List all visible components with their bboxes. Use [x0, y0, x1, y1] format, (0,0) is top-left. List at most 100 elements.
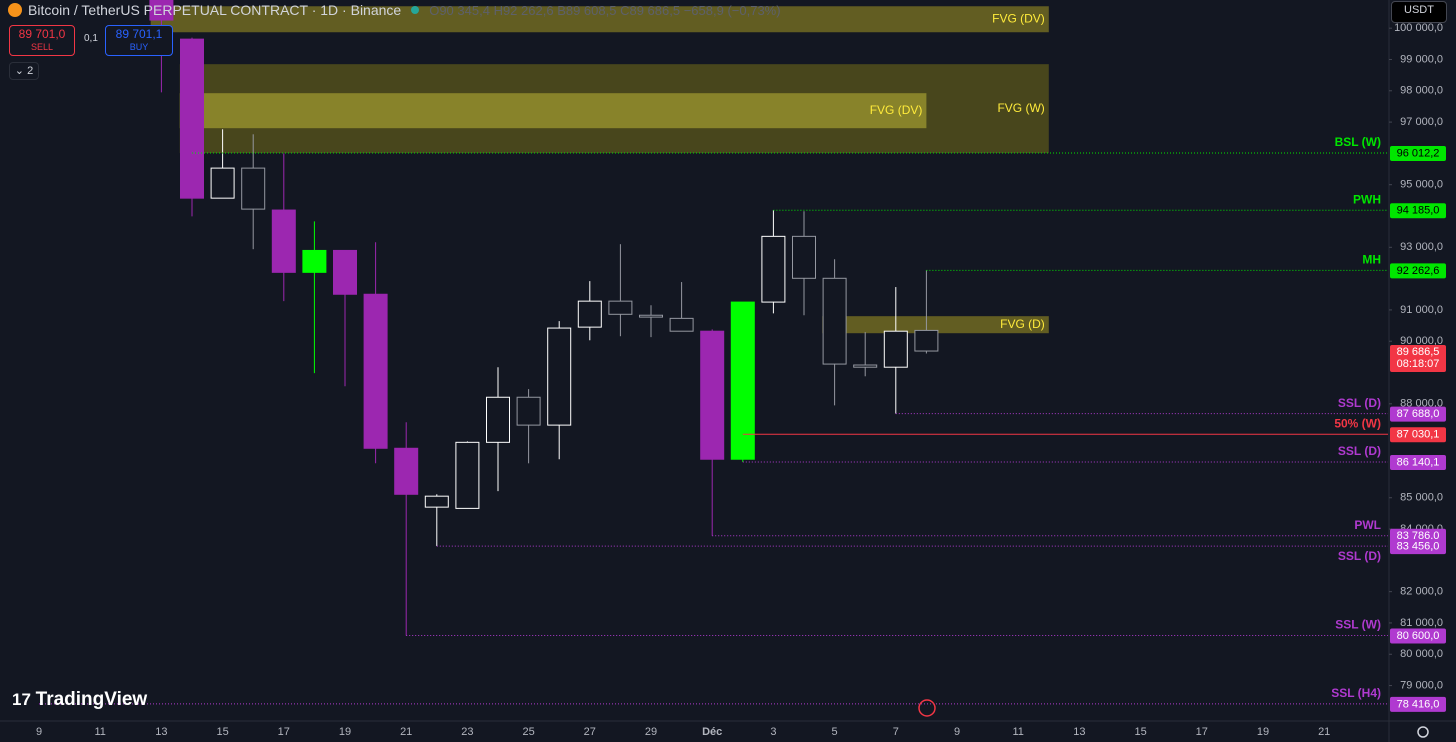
x-tick-label: 3	[770, 726, 776, 738]
y-tick-label: 97 000,0	[1400, 116, 1443, 128]
price-box-label: 87 688,0	[1397, 408, 1440, 420]
x-tick-label: 23	[461, 726, 473, 738]
level-label: MH	[1362, 253, 1381, 267]
fvg-label: FVG (D)	[1000, 317, 1045, 331]
indicator-toggle[interactable]: ⌄ 2	[9, 62, 39, 80]
y-tick-label: 85 000,0	[1400, 492, 1443, 504]
fvg-label: FVG (DV)	[870, 103, 923, 117]
candle-body	[853, 364, 878, 368]
price-box	[1390, 455, 1446, 471]
candle-body	[394, 447, 419, 495]
y-tick-label: 80 000,0	[1400, 648, 1443, 660]
candle-body	[241, 167, 266, 210]
price-box-label: 96 012,2	[1397, 147, 1440, 159]
x-tick-label: 11	[94, 726, 105, 738]
last-price-box	[1390, 345, 1446, 373]
price-box-label: 80 600,0	[1397, 630, 1440, 642]
candle-body	[424, 495, 449, 508]
ohlc-key: B	[557, 2, 566, 18]
ohlc-value: 92 262,6	[502, 2, 554, 18]
candle-body	[333, 249, 357, 295]
x-tick-label: 17	[1196, 726, 1208, 738]
y-tick-label: 98 000,0	[1400, 85, 1443, 97]
price-box-label: 92 262,6	[1397, 265, 1440, 277]
ohlc-value: 89 608,5	[565, 2, 617, 18]
candle-body	[180, 38, 204, 199]
candle-body	[516, 396, 541, 426]
x-tick-label: 7	[893, 726, 899, 738]
currency-button[interactable]: USDT	[1391, 1, 1447, 23]
x-tick-label: 15	[1134, 726, 1146, 738]
level-label: SSL (H4)	[1331, 686, 1381, 700]
price-box	[1390, 628, 1446, 644]
event-icon	[918, 699, 936, 717]
countdown: 08:18:07	[1397, 358, 1440, 370]
price-box	[1390, 539, 1446, 555]
brand-logo: 17	[12, 690, 36, 709]
candle-body	[271, 209, 296, 273]
price-box-label: 83 456,0	[1397, 540, 1440, 552]
candle-body	[792, 235, 816, 279]
x-tick-label: 9	[954, 726, 960, 738]
candle-body	[149, 0, 174, 21]
x-tick-label: 17	[278, 726, 290, 738]
level-label: 50% (W)	[1334, 416, 1381, 430]
level-label: SSL (D)	[1338, 549, 1381, 563]
level-label: BSL (W)	[1335, 135, 1381, 149]
price-box	[1390, 696, 1446, 712]
brand: 17 TradingView	[12, 689, 147, 711]
buy-price: 89 701,1	[115, 27, 163, 41]
currency: USDT	[1404, 4, 1434, 16]
x-tick-label: 13	[155, 726, 167, 738]
candle-body	[700, 330, 725, 460]
level-label: SSL (W)	[1335, 618, 1381, 632]
symbol[interactable]: Bitcoin / TetherUS PERPETUAL CONTRACT · …	[28, 2, 402, 18]
x-tick-label: Déc	[702, 726, 722, 738]
spread: 0,1	[84, 33, 98, 44]
ohlc-key: C	[620, 2, 630, 18]
x-tick-label: 27	[584, 726, 596, 738]
buy-button[interactable]: 89 701,1 BUY	[105, 25, 173, 56]
level-label: PWH	[1353, 192, 1381, 206]
change: −658,9 (−0,73%)	[683, 2, 781, 18]
sell-label: SELL	[30, 42, 54, 52]
candle-body	[761, 235, 786, 303]
y-tick-label: 93 000,0	[1400, 241, 1443, 253]
fvg-label: FVG (W)	[997, 101, 1044, 115]
x-tick-label: 11	[1012, 726, 1023, 738]
price-box-label: 78 416,0	[1397, 698, 1440, 710]
candle-body	[210, 167, 235, 199]
x-tick-label: 25	[522, 726, 534, 738]
candle-body	[822, 277, 847, 365]
ohlc-value: 89 686,5	[629, 2, 681, 18]
buy-label: BUY	[129, 42, 149, 52]
status-dot	[411, 6, 420, 14]
candle-body	[669, 317, 694, 332]
x-tick-label: 21	[1318, 726, 1330, 738]
candle-body	[608, 300, 633, 315]
candle-body	[730, 301, 755, 460]
candle-body	[577, 300, 602, 328]
y-tick-label: 90 000,0	[1400, 335, 1443, 347]
level-label: PWL	[1354, 518, 1381, 532]
candle-body	[486, 396, 510, 443]
candle-body	[914, 329, 939, 352]
ohlc-key: H	[493, 2, 503, 18]
plot-area	[149, 0, 1049, 636]
price-box	[1390, 406, 1446, 422]
x-tick-label: 19	[339, 726, 351, 738]
y-tick-label: 79 000,0	[1400, 679, 1443, 691]
candle-body	[547, 327, 572, 426]
y-tick-label: 100 000,0	[1394, 22, 1443, 34]
sell-button[interactable]: 89 701,0 SELL	[9, 25, 75, 56]
y-tick-label: 91 000,0	[1400, 304, 1443, 316]
level-label: SSL (D)	[1338, 396, 1381, 410]
candle-body	[883, 330, 908, 368]
brand-name: TradingView	[35, 689, 148, 710]
price-box	[1390, 263, 1446, 279]
x-tick-label: 15	[216, 726, 228, 738]
last-price-label: 89 686,5	[1397, 346, 1440, 358]
sell-price: 89 701,0	[18, 27, 66, 41]
